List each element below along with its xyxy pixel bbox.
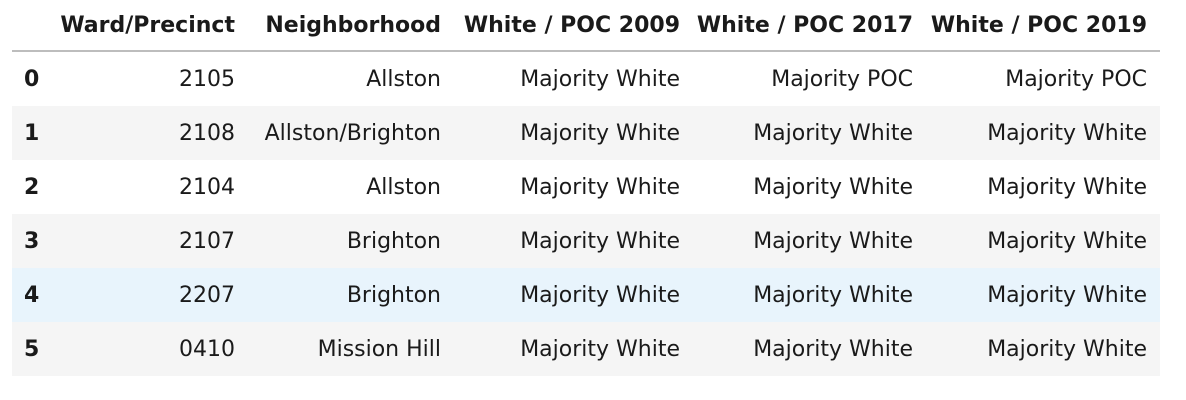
cell-white-poc-2009: Majority White [520, 66, 680, 92]
cell-white-poc-2017: Majority White [753, 282, 913, 308]
table-row: 5 0410 Mission Hill Majority White Major… [12, 322, 1160, 376]
data-table: Ward/Precinct Neighborhood White / POC 2… [12, 0, 1160, 376]
cell-white-poc-2019: Majority White [987, 174, 1147, 200]
cell-white-poc-2009: Majority White [520, 174, 680, 200]
cell-ward-precinct: 2107 [179, 228, 235, 254]
cell-white-poc-2017: Majority POC [771, 66, 913, 92]
cell-ward-precinct: 2105 [179, 66, 235, 92]
cell-ward-precinct: 2108 [179, 120, 235, 146]
cell-ward-precinct: 2207 [179, 282, 235, 308]
cell-white-poc-2017: Majority White [753, 174, 913, 200]
index-column-header [12, 0, 56, 52]
cell-white-poc-2019: Majority POC [1005, 66, 1147, 92]
cell-white-poc-2009: Majority White [520, 228, 680, 254]
cell-neighborhood: Allston [366, 174, 441, 200]
cell-white-poc-2017: Majority White [753, 120, 913, 146]
cell-white-poc-2019: Majority White [987, 336, 1147, 362]
header-row: Ward/Precinct Neighborhood White / POC 2… [12, 0, 1160, 52]
row-index: 4 [24, 282, 40, 308]
cell-white-poc-2019: Majority White [987, 228, 1147, 254]
table-row: 2 2104 Allston Majority White Majority W… [12, 160, 1160, 214]
table-row-hovered: 4 2207 Brighton Majority White Majority … [12, 268, 1160, 322]
cell-neighborhood: Mission Hill [317, 336, 441, 362]
cell-white-poc-2009: Majority White [520, 120, 680, 146]
column-header-white-poc-2017: White / POC 2017 [693, 0, 926, 52]
cell-ward-precinct: 2104 [179, 174, 235, 200]
table-header: Ward/Precinct Neighborhood White / POC 2… [12, 0, 1160, 52]
cell-white-poc-2017: Majority White [753, 228, 913, 254]
cell-white-poc-2017: Majority White [753, 336, 913, 362]
cell-white-poc-2009: Majority White [520, 336, 680, 362]
column-header-neighborhood: Neighborhood [248, 0, 454, 52]
cell-white-poc-2019: Majority White [987, 282, 1147, 308]
column-header-white-poc-2009: White / POC 2009 [454, 0, 693, 52]
cell-white-poc-2009: Majority White [520, 282, 680, 308]
cell-white-poc-2019: Majority White [987, 120, 1147, 146]
column-header-ward-precinct: Ward/Precinct [56, 0, 248, 52]
row-index: 5 [24, 336, 40, 362]
cell-ward-precinct: 0410 [179, 336, 235, 362]
column-header-white-poc-2019: White / POC 2019 [926, 0, 1160, 52]
cell-neighborhood: Allston [366, 66, 441, 92]
table-body: 0 2105 Allston Majority White Majority P… [12, 51, 1160, 376]
row-index: 2 [24, 174, 40, 200]
table-row: 1 2108 Allston/Brighton Majority White M… [12, 106, 1160, 160]
cell-neighborhood: Brighton [346, 228, 441, 254]
row-index: 3 [24, 228, 40, 254]
row-index: 1 [24, 120, 40, 146]
table-row: 0 2105 Allston Majority White Majority P… [12, 51, 1160, 106]
dataframe-output: Ward/Precinct Neighborhood White / POC 2… [12, 0, 1160, 376]
cell-neighborhood: Brighton [346, 282, 441, 308]
row-index: 0 [24, 66, 40, 92]
cell-neighborhood: Allston/Brighton [264, 120, 441, 146]
table-row: 3 2107 Brighton Majority White Majority … [12, 214, 1160, 268]
